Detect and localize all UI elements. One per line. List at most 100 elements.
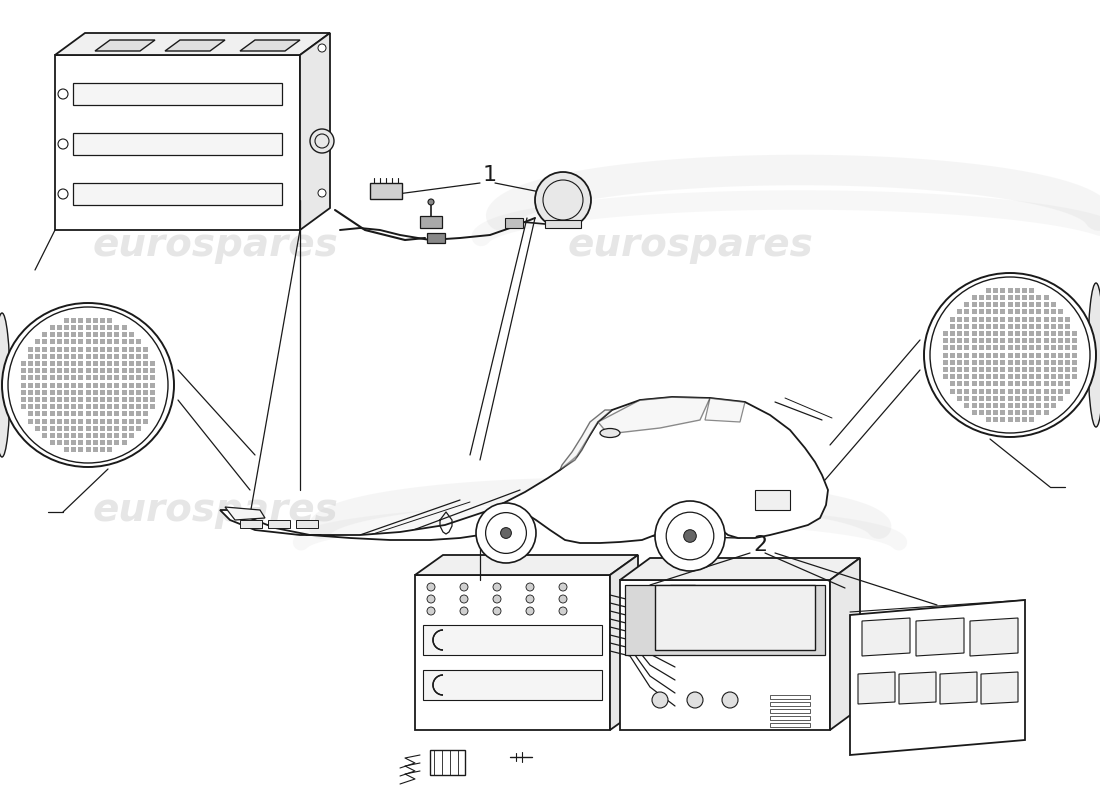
Bar — [129, 390, 134, 394]
Circle shape — [684, 530, 696, 542]
Bar — [1065, 324, 1070, 329]
Bar — [129, 332, 134, 337]
Bar — [986, 353, 991, 358]
Bar — [114, 382, 119, 387]
Bar — [971, 317, 977, 322]
Polygon shape — [165, 40, 226, 51]
Bar — [240, 520, 262, 528]
Bar — [28, 354, 33, 358]
Bar — [21, 361, 25, 366]
Bar — [979, 382, 983, 386]
Bar — [1030, 374, 1034, 379]
Bar — [136, 404, 141, 409]
Bar — [72, 426, 76, 430]
Bar — [1000, 360, 1005, 365]
Bar — [50, 368, 55, 373]
Bar — [971, 353, 977, 358]
Bar — [965, 374, 969, 379]
Bar — [107, 339, 112, 344]
Bar — [1050, 338, 1056, 343]
Bar — [1022, 338, 1027, 343]
Circle shape — [526, 607, 534, 615]
Bar — [950, 353, 955, 358]
Bar — [64, 426, 69, 430]
Bar — [121, 433, 126, 438]
Bar — [1036, 360, 1042, 365]
Bar — [107, 375, 112, 380]
Bar — [78, 346, 84, 351]
Bar — [1050, 360, 1056, 365]
Bar — [107, 426, 112, 430]
Bar — [1030, 310, 1034, 314]
Bar — [42, 332, 47, 337]
Bar — [129, 411, 134, 416]
Bar — [57, 375, 62, 380]
Bar — [1036, 382, 1042, 386]
Bar — [151, 375, 155, 380]
Bar — [986, 338, 991, 343]
Bar — [72, 397, 76, 402]
Bar — [1036, 295, 1042, 300]
Text: eurospares: eurospares — [92, 491, 338, 529]
Bar — [92, 440, 98, 445]
Bar — [957, 374, 962, 379]
Bar — [50, 375, 55, 380]
Bar — [100, 390, 104, 394]
Bar — [986, 396, 991, 401]
Circle shape — [493, 595, 500, 603]
Bar — [1022, 389, 1027, 394]
Bar — [35, 418, 40, 423]
Bar — [86, 361, 90, 366]
Bar — [64, 382, 69, 387]
Bar — [971, 382, 977, 386]
Bar — [971, 302, 977, 307]
Bar — [986, 331, 991, 336]
Bar — [64, 404, 69, 409]
Bar — [143, 418, 148, 423]
Circle shape — [526, 583, 534, 591]
Bar — [92, 447, 98, 452]
Bar — [1044, 302, 1048, 307]
Bar — [1000, 353, 1005, 358]
Bar — [107, 368, 112, 373]
Bar — [1036, 317, 1042, 322]
Bar — [971, 374, 977, 379]
Bar — [427, 233, 446, 243]
Bar — [1014, 382, 1020, 386]
Bar — [151, 404, 155, 409]
Bar — [1050, 331, 1056, 336]
Bar — [1014, 367, 1020, 372]
Polygon shape — [850, 600, 1025, 755]
Bar — [121, 426, 126, 430]
Bar — [50, 404, 55, 409]
Bar — [993, 374, 998, 379]
Polygon shape — [226, 507, 265, 520]
Bar — [957, 367, 962, 372]
Bar — [971, 338, 977, 343]
Bar — [986, 382, 991, 386]
Bar — [86, 397, 90, 402]
Bar — [1000, 324, 1005, 329]
Bar — [129, 346, 134, 351]
Bar — [1022, 310, 1027, 314]
Bar — [625, 585, 825, 655]
Bar — [86, 368, 90, 373]
Bar — [92, 375, 98, 380]
Bar — [965, 367, 969, 372]
Bar — [143, 346, 148, 351]
Bar — [121, 375, 126, 380]
Bar — [1044, 338, 1048, 343]
Bar — [42, 368, 47, 373]
Bar — [1000, 418, 1005, 422]
Bar — [1036, 410, 1042, 415]
Bar — [986, 288, 991, 293]
Bar — [86, 404, 90, 409]
Bar — [971, 360, 977, 365]
Bar — [993, 346, 998, 350]
Bar — [50, 332, 55, 337]
Bar — [78, 318, 84, 322]
Bar — [107, 332, 112, 337]
Bar — [121, 332, 126, 337]
Bar — [121, 346, 126, 351]
Bar — [129, 397, 134, 402]
